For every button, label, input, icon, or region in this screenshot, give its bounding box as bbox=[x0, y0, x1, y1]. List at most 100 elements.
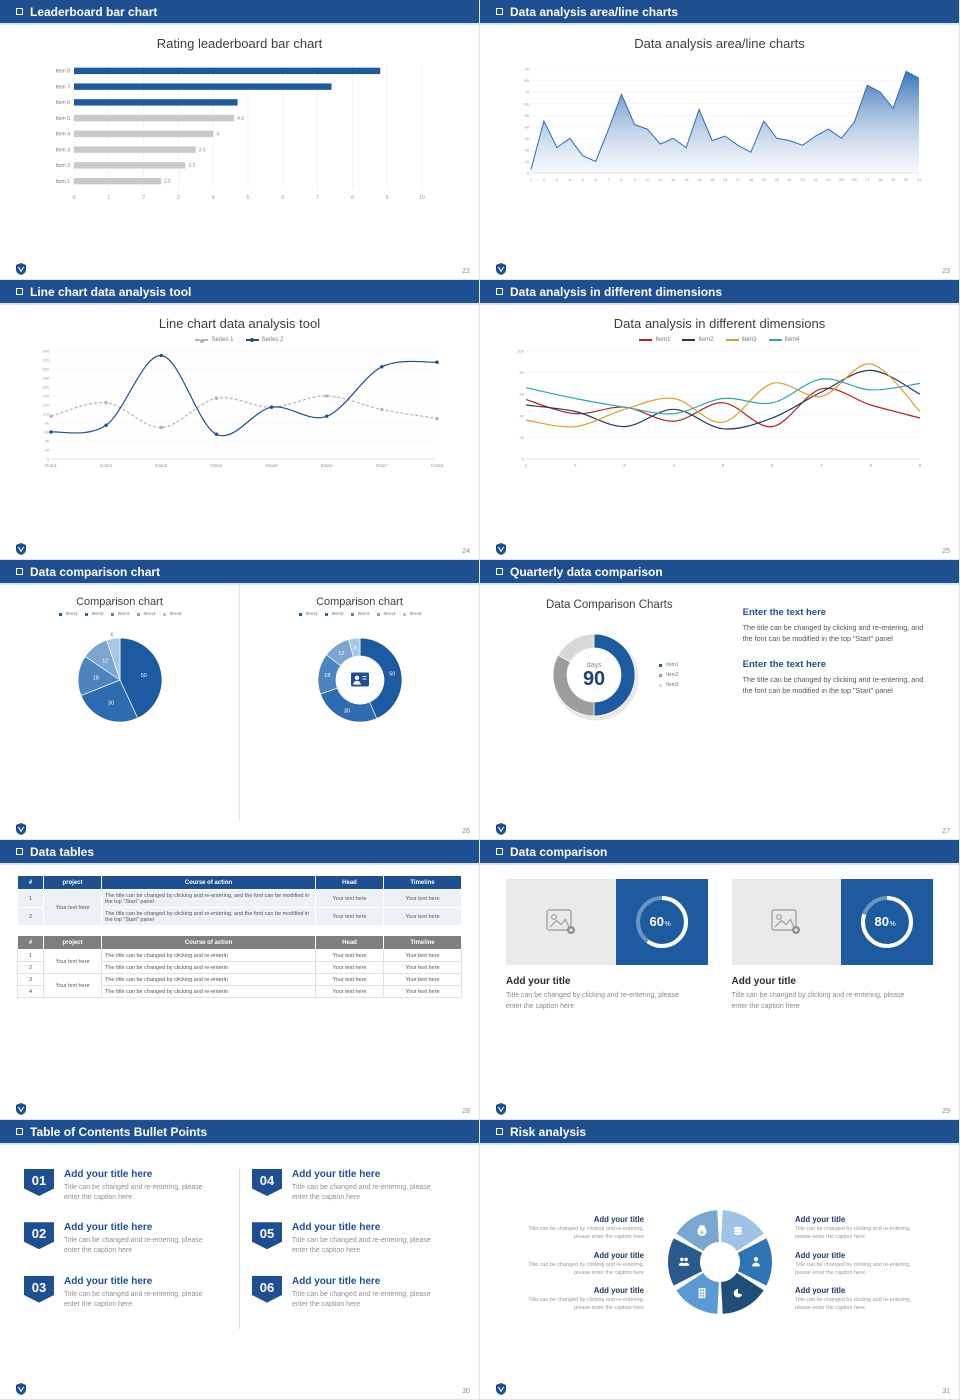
slide-content: Line chart data analysis tool Series 1 Se… bbox=[0, 303, 479, 541]
cell: Your text here bbox=[315, 907, 384, 926]
text-block: Enter the text here The title can be cha… bbox=[743, 659, 943, 696]
svg-text:Data5: Data5 bbox=[265, 463, 278, 468]
svg-text:2: 2 bbox=[142, 195, 145, 201]
svg-text:6: 6 bbox=[770, 463, 773, 468]
slide-header-bar: Data tables bbox=[0, 840, 479, 863]
block-body: The title can be changed by clicking and… bbox=[742, 623, 924, 644]
risk-text-block: Add your title Title can be changed by c… bbox=[492, 1286, 644, 1313]
slide-header-bar: Quarterly data comparison bbox=[480, 560, 959, 583]
svg-text:80: 80 bbox=[44, 421, 49, 426]
page-number: 29 bbox=[942, 1108, 950, 1115]
cell: 4 bbox=[17, 985, 44, 998]
page-number: 26 bbox=[462, 828, 470, 835]
cell: Your text here bbox=[383, 985, 462, 998]
page-number: 22 bbox=[462, 268, 470, 275]
slide-header-bar: Table of Contents Bullet Points bbox=[0, 1120, 479, 1143]
col-header: Course of action bbox=[101, 935, 316, 950]
slide-26-data-comparison-chart[interactable]: Data comparison chart Comparison chart I… bbox=[0, 560, 480, 840]
toc-number-badge: 04 bbox=[252, 1169, 282, 1196]
cell: Your text here bbox=[315, 973, 384, 986]
donut-panel: Data Comparison Charts days 90 Item1 Item… bbox=[480, 583, 739, 821]
cell: Your text here bbox=[43, 949, 102, 974]
svg-text:Item 7: Item 7 bbox=[55, 84, 70, 90]
svg-text:4: 4 bbox=[672, 463, 675, 468]
svg-text:Data6: Data6 bbox=[320, 463, 333, 468]
area-chart: 0 10 20 30 40 50 60 70 80 90 1 2 3 4 5 6 7 8 9 10 11 12 13 14 15… bbox=[480, 65, 959, 185]
svg-text:18: 18 bbox=[324, 673, 330, 679]
slide-header-bar: Risk analysis bbox=[480, 1120, 959, 1143]
svg-text:90: 90 bbox=[524, 67, 529, 72]
risk-wheel-diagram: ¥ bbox=[653, 1195, 787, 1334]
svg-text:180: 180 bbox=[42, 376, 49, 381]
toc-title: Add your title here bbox=[64, 1222, 153, 1234]
slide-22-leaderboard-bar-chart[interactable]: Leaderboard bar chart Rating leaderboard… bbox=[0, 0, 480, 280]
svg-text:6: 6 bbox=[594, 177, 597, 182]
slide-31-risk-analysis[interactable]: Risk analysis Add your title Title can b… bbox=[480, 1120, 960, 1400]
school-logo bbox=[496, 823, 506, 835]
legend-item: Item3 bbox=[725, 337, 757, 343]
risk-text-block: Add your title Title can be changed by c… bbox=[492, 1215, 644, 1242]
legend: Series 1 Series 2 bbox=[0, 337, 479, 343]
block-body: The title can be changed by clicking and… bbox=[742, 675, 924, 696]
svg-text:0: 0 bbox=[526, 171, 529, 176]
slide-header-title: Quarterly data comparison bbox=[510, 564, 663, 579]
bullet-square-icon bbox=[496, 848, 503, 855]
legend-item: Item1 bbox=[658, 662, 679, 668]
slide-23-area-line-charts[interactable]: Data analysis area/line charts Data anal… bbox=[480, 0, 960, 280]
legend-item: Item3 bbox=[658, 682, 679, 688]
svg-text:70: 70 bbox=[524, 90, 529, 95]
comparison-card: 60% Add your title Title can be changed … bbox=[506, 879, 708, 1012]
svg-text:3.5: 3.5 bbox=[198, 147, 205, 153]
svg-text:20: 20 bbox=[524, 147, 529, 152]
divider bbox=[239, 1169, 240, 1329]
slide-28-data-tables[interactable]: Data tables # project Course of action H… bbox=[0, 840, 480, 1120]
comparison-card: 80% Add your title Title can be changed … bbox=[731, 879, 933, 1012]
toc-title: Add your title here bbox=[292, 1275, 381, 1287]
page-number: 25 bbox=[942, 548, 950, 555]
svg-text:¥: ¥ bbox=[700, 1230, 704, 1236]
risk-title: Add your title bbox=[795, 1250, 846, 1260]
svg-text:30: 30 bbox=[107, 701, 113, 707]
svg-text:Item 1: Item 1 bbox=[55, 179, 70, 185]
svg-text:3: 3 bbox=[177, 195, 180, 201]
slide-30-toc-bullet-points[interactable]: Table of Contents Bullet Points 01 Add y… bbox=[0, 1120, 480, 1400]
school-logo bbox=[496, 263, 506, 275]
svg-text:40: 40 bbox=[519, 413, 524, 418]
bullet-square-icon bbox=[16, 848, 23, 855]
table-row: 2 The title can be changed by clicking a… bbox=[17, 961, 462, 974]
svg-text:30: 30 bbox=[903, 177, 908, 182]
image-placeholder bbox=[506, 879, 616, 965]
slide-29-data-comparison[interactable]: Data comparison 60% Add your title Title… bbox=[480, 840, 960, 1120]
svg-text:20: 20 bbox=[44, 448, 49, 453]
slide-24-line-chart-tool[interactable]: Line chart data analysis tool Line chart… bbox=[0, 280, 480, 560]
cell: Your text here bbox=[315, 889, 384, 908]
svg-text:14: 14 bbox=[696, 177, 701, 182]
svg-text:120: 120 bbox=[42, 403, 49, 408]
slide-header-title: Data tables bbox=[30, 844, 95, 859]
svg-text:2.5: 2.5 bbox=[164, 179, 171, 185]
svg-text:21: 21 bbox=[787, 177, 792, 182]
svg-text:Data1: Data1 bbox=[44, 463, 57, 468]
svg-text:60: 60 bbox=[44, 430, 49, 435]
legend-item: Series 2 bbox=[245, 337, 284, 343]
legend-item: Item4 bbox=[375, 612, 396, 617]
image-placeholder bbox=[731, 879, 842, 965]
slide-content: Comparison chart Item1 Item2 Item3 Item4 Ite… bbox=[0, 583, 479, 821]
chart-title: Rating leaderboard bar chart bbox=[156, 36, 323, 51]
svg-text:220: 220 bbox=[42, 358, 49, 363]
svg-text:80: 80 bbox=[519, 370, 524, 375]
slide-25-dimensions-line-chart[interactable]: Data analysis in different dimensions Da… bbox=[480, 280, 960, 560]
page-number: 23 bbox=[942, 268, 950, 275]
col-header: Head bbox=[315, 875, 384, 890]
svg-text:5: 5 bbox=[353, 645, 356, 651]
cell: The title can be changed by clicking and… bbox=[101, 889, 316, 908]
svg-text:25: 25 bbox=[839, 177, 844, 182]
slide-content: Add your title Title can be changed by c… bbox=[480, 1143, 959, 1381]
slide-27-quarterly-data-comparison[interactable]: Quarterly data comparison Data Compariso… bbox=[480, 560, 960, 840]
slide-content: Rating leaderboard bar chart 0 1 2 3 4 5 6 7 8 9 1… bbox=[0, 23, 479, 261]
school-logo bbox=[16, 1383, 26, 1395]
chart-title: Data analysis area/line charts bbox=[634, 36, 805, 51]
toc-number-badge: 02 bbox=[24, 1222, 54, 1250]
toc-item: 03 Add your title here Title can be chang… bbox=[24, 1275, 227, 1310]
toc-number-badge: 01 bbox=[24, 1169, 54, 1196]
